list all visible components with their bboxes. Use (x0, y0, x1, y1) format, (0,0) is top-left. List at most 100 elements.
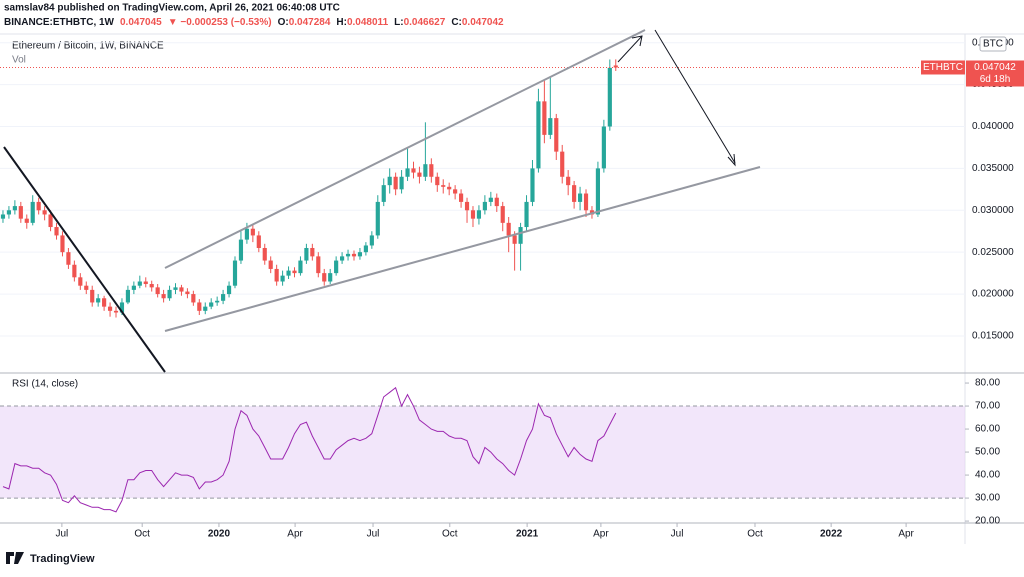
currency: BTC (983, 39, 1003, 50)
header-field: 0.048011 (347, 17, 389, 28)
chart-subtitle: Vol (12, 55, 26, 66)
candle-body (155, 287, 160, 295)
candle-body (6, 210, 12, 215)
x-tick-label: Jul (367, 529, 380, 540)
candle-body (375, 201, 380, 236)
publisher: samslav84 published on TradingView.com, … (4, 3, 340, 14)
candle-body (131, 285, 136, 290)
header-field: 0.047284 (289, 17, 331, 28)
candle-body (363, 245, 368, 253)
y-tick-label: 0.015000 (972, 331, 1014, 342)
header-field: 0.046627 (404, 17, 446, 28)
candle-body (476, 210, 482, 219)
arrow (654, 29, 736, 164)
candle-body (107, 306, 113, 311)
candle-body (518, 227, 523, 244)
candle-body (351, 253, 357, 257)
brand: TradingView (30, 553, 95, 565)
candle-body (274, 268, 279, 282)
header-field: L: (394, 17, 403, 28)
candle-body (405, 168, 410, 177)
x-tick-label: Oct (134, 529, 150, 540)
arrow (617, 35, 643, 63)
y-tick-label: 0.040000 (972, 121, 1014, 132)
candle-body (595, 168, 601, 215)
candle-body (393, 176, 398, 190)
candle-body (54, 227, 59, 236)
y-tick-label: 0.035000 (972, 163, 1014, 174)
price-label: 0.047042 (974, 62, 1016, 73)
x-tick-label: 2021 (516, 529, 539, 540)
channel-lower (164, 166, 761, 332)
candle-body (399, 176, 404, 190)
y-tick-label: 20.00 (975, 516, 1000, 527)
candle-body (215, 300, 220, 303)
symbol-label-box (921, 60, 965, 75)
candle-body (226, 285, 232, 295)
candle-body (125, 289, 130, 303)
candle-body (429, 164, 434, 177)
header-field: O: (278, 17, 289, 28)
candle-body (113, 310, 119, 313)
header-field: H: (336, 17, 347, 28)
y-tick-label: 50.00 (975, 447, 1000, 458)
y-tick-label: 70.00 (975, 401, 1000, 412)
candle-body (90, 289, 95, 303)
axis: 0.015000 0.020000 0.025000 0.030000 0.035000… (55, 37, 1024, 540)
x-tick-label: Apr (898, 529, 914, 540)
channel-upper (164, 29, 646, 269)
candle-body (60, 235, 65, 253)
header-field: ▼ −0.000253 (−0.53%) (168, 17, 272, 28)
candle-body (137, 281, 142, 286)
candle-body (167, 289, 172, 299)
candle-body (256, 235, 261, 248)
y-tick-label: 30.00 (975, 493, 1000, 504)
symbol-label: ETHBTC (923, 62, 963, 73)
candle-body (613, 65, 618, 68)
candle-body (143, 281, 148, 285)
candle-body (560, 151, 565, 177)
candle-body (601, 126, 606, 169)
header-field: 0.047042 (462, 17, 504, 28)
candle-body (280, 275, 285, 282)
y-tick-label: 40.00 (975, 470, 1000, 481)
candle-body (42, 210, 47, 215)
candle-body (500, 206, 505, 223)
candle-body (554, 118, 559, 152)
candle-body (536, 101, 541, 169)
plot (0, 42, 965, 513)
candle-body (524, 201, 529, 228)
rsi-title: RSI (14, close) (12, 379, 78, 390)
candle-body (78, 277, 83, 286)
candle-body (0, 214, 6, 219)
candle-body (102, 298, 107, 307)
candle-body (369, 235, 374, 246)
x-tick-label: 2020 (208, 529, 231, 540)
candle-body (30, 201, 35, 223)
candle-body (464, 201, 470, 211)
candle-body (542, 101, 547, 135)
candle-body (96, 298, 101, 303)
candle-body (310, 247, 315, 257)
currency-box (979, 36, 1007, 52)
candle-body (506, 222, 511, 236)
symbol-line: BINANCE:ETHBTC, 1W 0.047045 ▼ −0.000253 (−… (4, 17, 504, 28)
candle-body (119, 302, 125, 313)
candle-body (203, 306, 208, 311)
candle-body (268, 260, 273, 269)
rsi-band (0, 406, 965, 499)
chart-title: Ethereum / Bitcoin, 1W, BINANCE (12, 41, 164, 52)
price-label-box (966, 60, 1024, 87)
x-tick-label: Oct (442, 529, 458, 540)
candle-body (441, 185, 446, 187)
header-field: C: (451, 17, 462, 28)
brand-logo (6, 552, 24, 564)
candle-body (149, 284, 154, 288)
candle-body (548, 118, 553, 135)
arrow-head (727, 153, 736, 167)
candle-body (607, 67, 612, 127)
candle-body (48, 214, 53, 228)
candle-body (238, 239, 244, 261)
candle-body (334, 260, 339, 274)
candle-body (286, 270, 291, 276)
